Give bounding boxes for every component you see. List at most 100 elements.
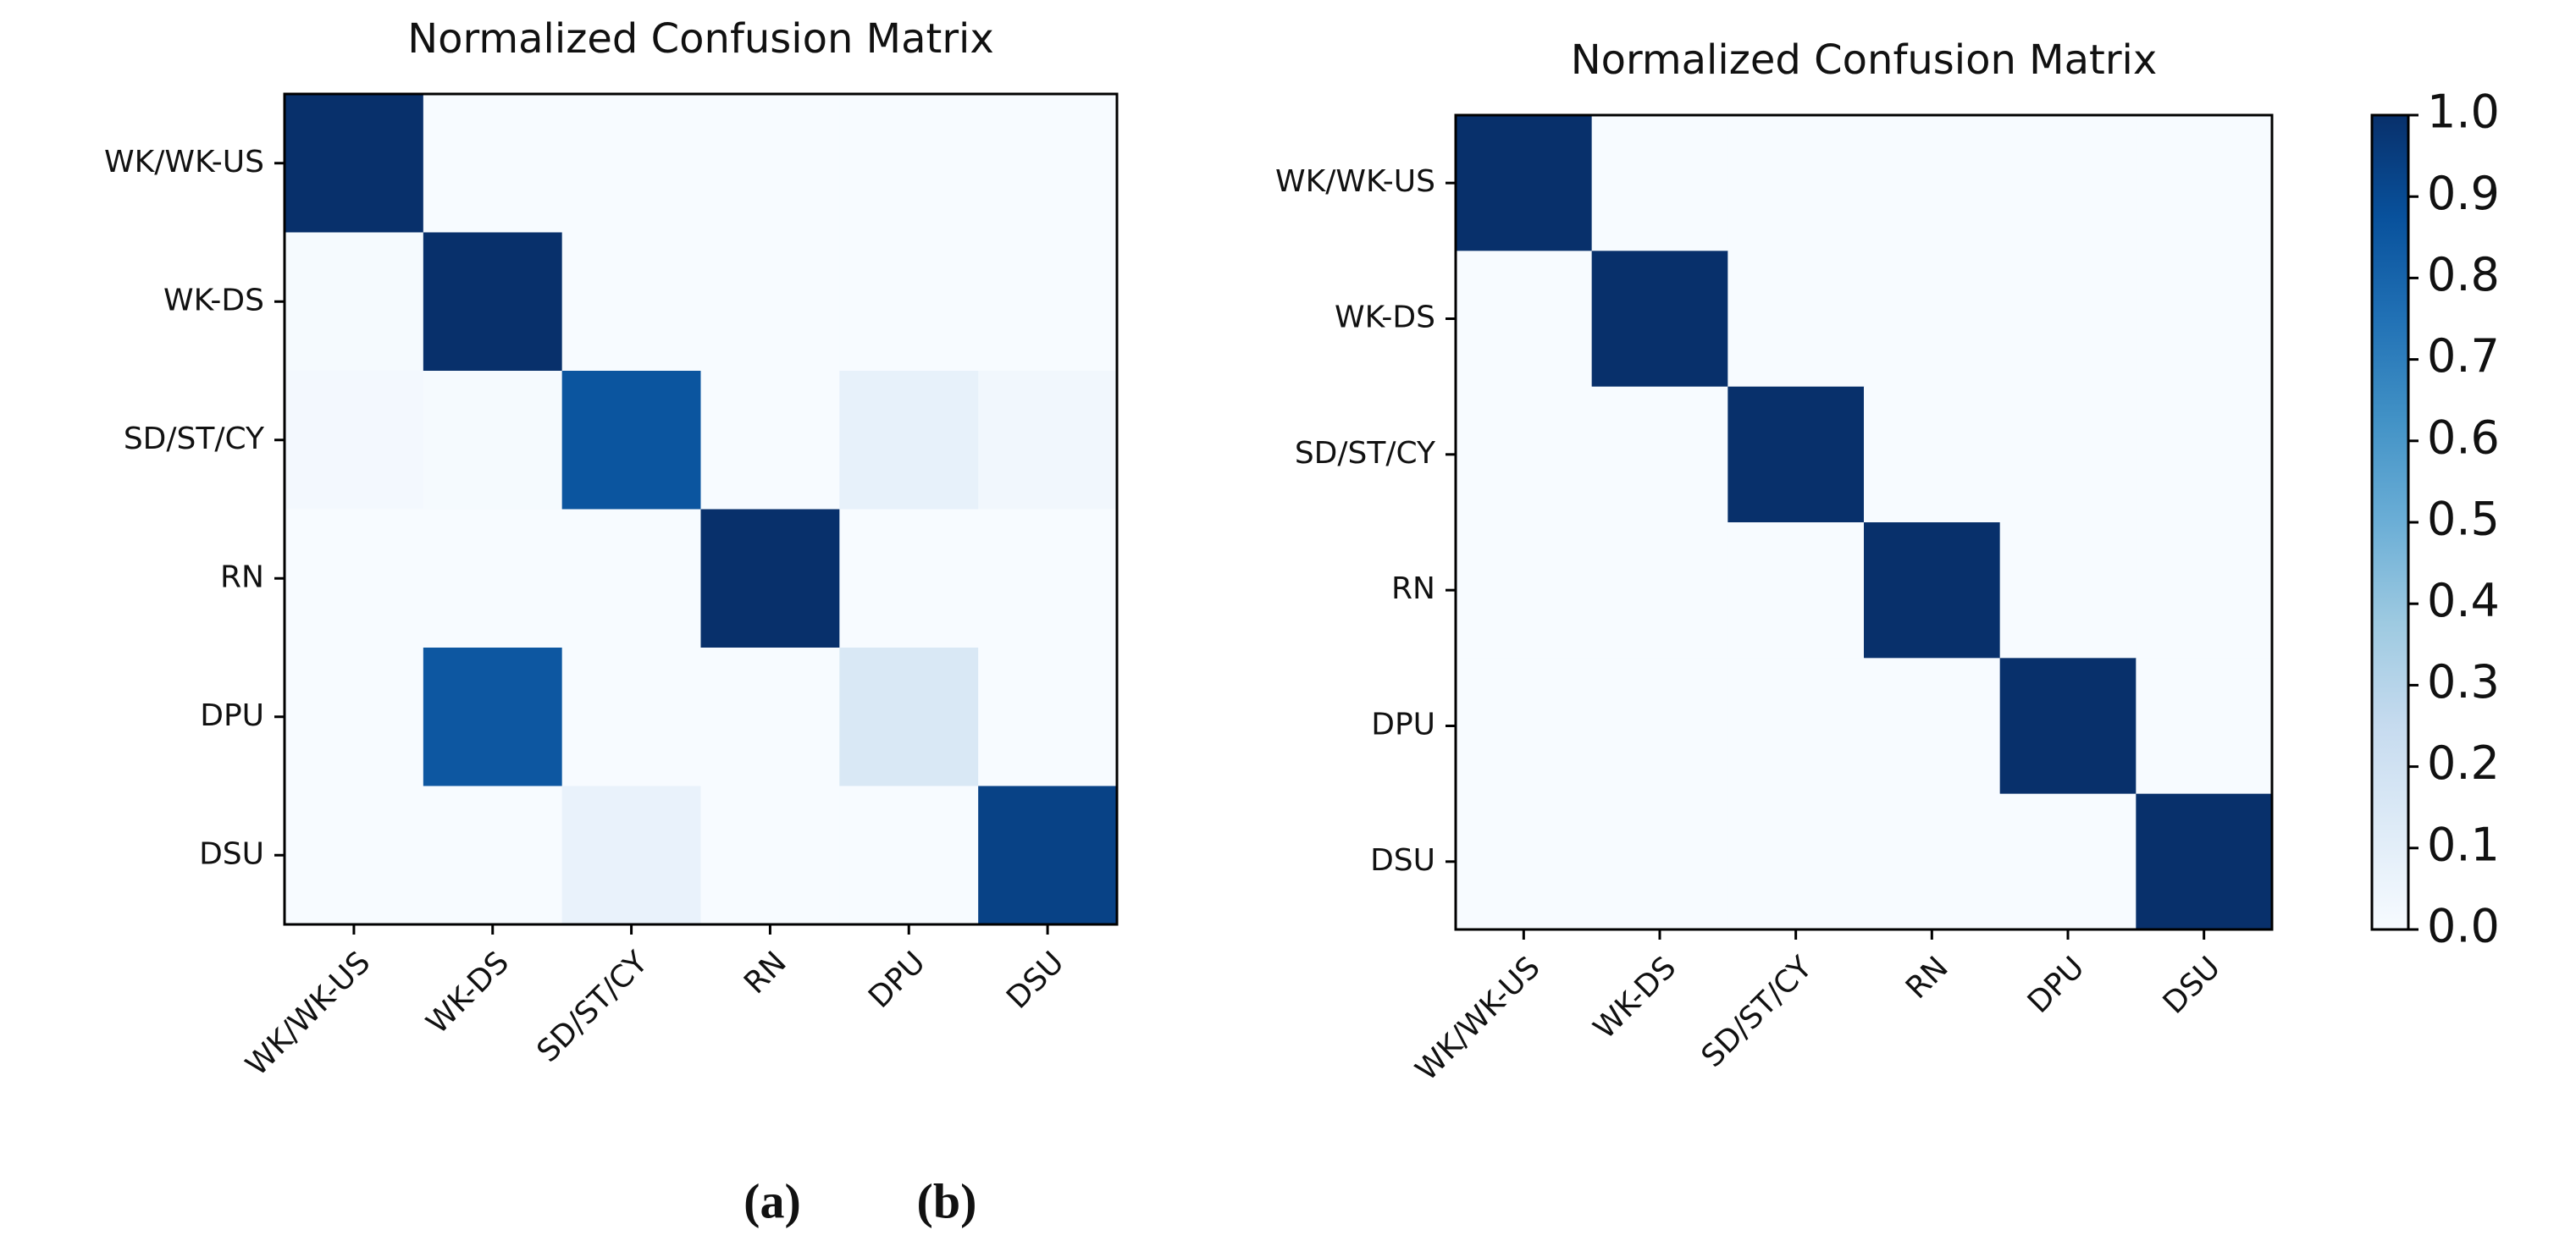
x-tick-label: RN bbox=[738, 945, 793, 1001]
heatmap-cell bbox=[2136, 386, 2273, 523]
heatmap-cell bbox=[700, 648, 840, 786]
heatmap-cell bbox=[423, 648, 563, 786]
heatmap-cell bbox=[2136, 522, 2273, 659]
heatmap-cell bbox=[978, 648, 1118, 786]
heatmap-cell bbox=[1456, 658, 1593, 795]
colorbar-tick-label: 0.4 bbox=[2427, 574, 2500, 627]
heatmap-cell bbox=[839, 94, 979, 233]
heatmap-cell bbox=[1591, 115, 1728, 251]
caption: (b) bbox=[917, 1173, 977, 1228]
heatmap-cell bbox=[700, 509, 840, 648]
heatmap-cell bbox=[1591, 522, 1728, 659]
y-tick-label: WK-DS bbox=[1335, 301, 1435, 335]
x-tick-label: WK/WK-US bbox=[240, 945, 378, 1083]
heatmap-cell bbox=[423, 509, 563, 648]
heatmap-cell bbox=[700, 232, 840, 372]
heatmap-cell bbox=[561, 371, 701, 510]
x-tick-label: WK/WK-US bbox=[1409, 950, 1547, 1088]
heatmap-cell bbox=[1999, 793, 2137, 930]
heatmap-cell bbox=[1864, 793, 2001, 930]
heatmap-cell bbox=[561, 232, 701, 372]
heatmap-cell bbox=[978, 371, 1118, 510]
y-tick-label: DSU bbox=[1370, 843, 1435, 878]
x-tick-label: RN bbox=[1899, 950, 1955, 1006]
y-tick-label: RN bbox=[1391, 571, 1435, 606]
heatmap-cell bbox=[1727, 251, 1865, 388]
colorbar-tick-label: 0.2 bbox=[2427, 736, 2500, 790]
colorbar-tick-label: 0.3 bbox=[2427, 655, 2500, 709]
colorbar-tick-label: 0.0 bbox=[2427, 900, 2500, 953]
heatmap-cell bbox=[700, 786, 840, 925]
colorbar-tick-label: 0.1 bbox=[2427, 818, 2500, 871]
heatmap-cell bbox=[561, 648, 701, 786]
colorbar bbox=[2370, 113, 2410, 931]
x-tick-label: DSU bbox=[2157, 950, 2227, 1020]
y-tick-label: WK/WK-US bbox=[1275, 164, 1435, 199]
heatmap-cell bbox=[839, 648, 979, 786]
y-tick-label: DPU bbox=[1371, 708, 1435, 742]
heatmap-cell bbox=[978, 786, 1118, 925]
heatmap-cell bbox=[1591, 793, 1728, 930]
heatmap-cell bbox=[285, 232, 424, 372]
heatmap-cell bbox=[285, 648, 424, 786]
y-tick-label: WK/WK-US bbox=[104, 145, 264, 179]
heatmap-cell bbox=[1999, 386, 2137, 523]
heatmap-cell bbox=[978, 232, 1118, 372]
heatmap-cell bbox=[423, 371, 563, 510]
heatmap-cell bbox=[1727, 793, 1865, 930]
heatmap-cell bbox=[1591, 386, 1728, 523]
heatmap-cell bbox=[1864, 386, 2001, 523]
y-tick-label: SD/ST/CY bbox=[1295, 436, 1436, 471]
heatmap-cell bbox=[1864, 522, 2001, 659]
heatmap-cell bbox=[1864, 658, 2001, 795]
heatmap-cell bbox=[839, 232, 979, 372]
heatmap-cell bbox=[285, 786, 424, 925]
x-tick-label: SD/ST/CY bbox=[531, 945, 655, 1069]
chart-title: Normalized Confusion Matrix bbox=[1571, 36, 2158, 84]
colorbar-tick-label: 0.5 bbox=[2427, 493, 2500, 546]
colorbar-tick-label: 0.8 bbox=[2427, 248, 2500, 301]
heatmap-cell bbox=[1999, 115, 2137, 251]
colorbar-tick-label: 1.0 bbox=[2427, 85, 2500, 139]
heatmap-cell bbox=[839, 786, 979, 925]
heatmap-cell bbox=[839, 509, 979, 648]
colorbar-tick-label: 0.7 bbox=[2427, 329, 2500, 383]
heatmap-cell bbox=[2136, 115, 2273, 251]
heatmap-cell bbox=[1727, 115, 1865, 251]
heatmap-cell bbox=[1456, 115, 1593, 251]
heatmap-cell bbox=[1864, 251, 2001, 388]
heatmap-cell bbox=[700, 94, 840, 233]
heatmap-cell bbox=[1456, 522, 1593, 659]
x-tick-label: DPU bbox=[862, 945, 932, 1015]
heatmap-cell bbox=[2136, 251, 2273, 388]
heatmap-cell bbox=[561, 94, 701, 233]
y-tick-label: WK-DS bbox=[163, 283, 264, 317]
heatmap-cell bbox=[1456, 793, 1593, 930]
heatmap-cell bbox=[423, 94, 563, 233]
plot-frame bbox=[1454, 113, 2274, 931]
x-tick-label: WK-DS bbox=[1587, 950, 1683, 1045]
x-tick-label: DSU bbox=[1000, 945, 1070, 1015]
heatmap-cell bbox=[561, 786, 701, 925]
y-tick-label: RN bbox=[220, 560, 264, 594]
heatmap-cell bbox=[1456, 386, 1593, 523]
y-tick-label: DSU bbox=[199, 836, 264, 871]
heatmap-cell bbox=[700, 371, 840, 510]
heatmap-cell bbox=[1591, 658, 1728, 795]
heatmap-cell bbox=[1591, 251, 1728, 388]
heatmap-cell bbox=[1864, 115, 2001, 251]
heatmap-cell bbox=[285, 94, 424, 233]
heatmap-cell bbox=[1999, 658, 2137, 795]
plot-frame bbox=[283, 92, 1119, 926]
caption: (a) bbox=[744, 1173, 801, 1228]
heatmap-cell bbox=[285, 371, 424, 510]
y-tick-label: DPU bbox=[200, 698, 264, 733]
y-tick-label: SD/ST/CY bbox=[124, 422, 265, 456]
heatmap-cell bbox=[2136, 658, 2273, 795]
heatmap-cell bbox=[1999, 251, 2137, 388]
heatmap-cell bbox=[561, 509, 701, 648]
heatmap-cell bbox=[1456, 251, 1593, 388]
x-tick-label: WK-DS bbox=[420, 945, 516, 1040]
heatmap-cell bbox=[423, 786, 563, 925]
